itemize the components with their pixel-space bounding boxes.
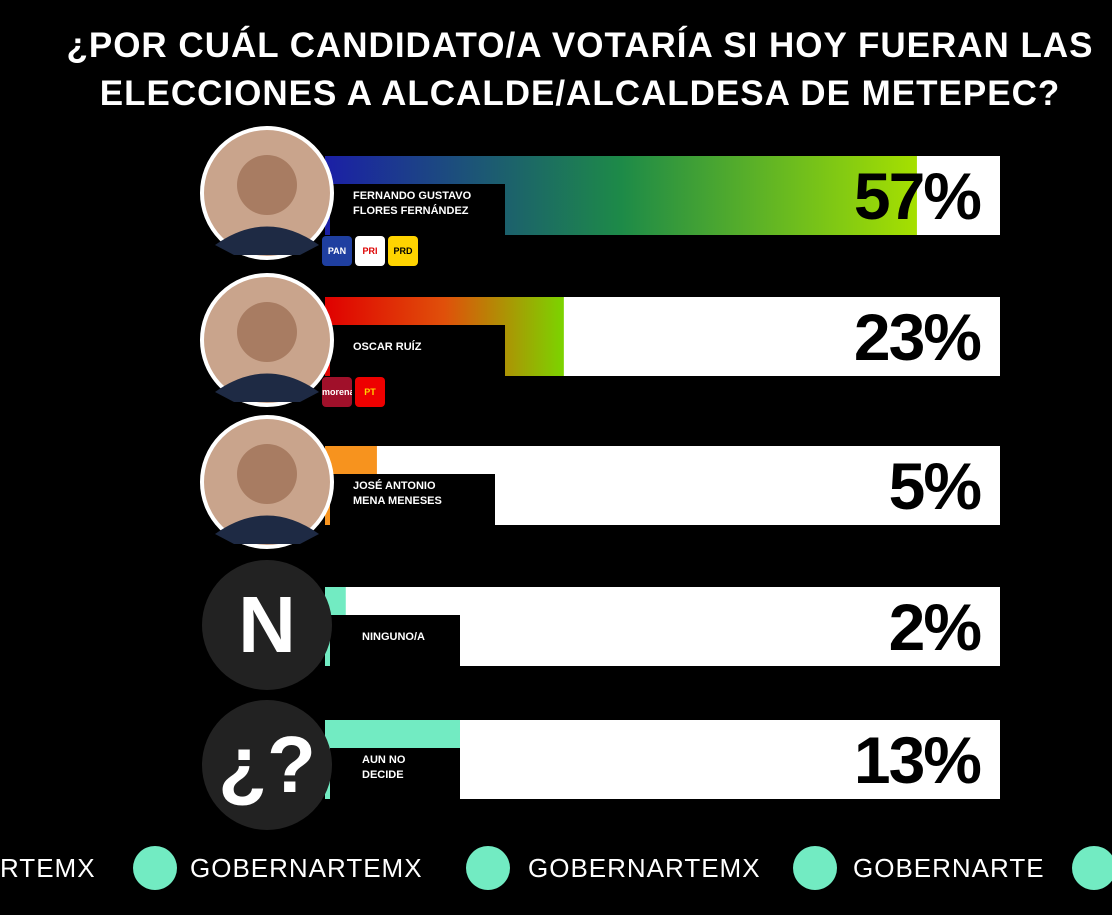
social-handle: GOBERNARTEMX bbox=[528, 853, 761, 883]
name-box bbox=[330, 325, 505, 376]
name-box bbox=[330, 748, 460, 800]
name-box bbox=[330, 615, 460, 667]
value-label: 23% bbox=[853, 299, 982, 374]
avatar bbox=[202, 700, 332, 830]
party-logo: PRI bbox=[355, 236, 385, 266]
candidate-name: OSCAR RUÍZ bbox=[353, 341, 422, 353]
social-handle: GOBERNARTE bbox=[853, 853, 1045, 883]
value-label: 57% bbox=[853, 158, 982, 233]
value-label: 2% bbox=[888, 589, 982, 664]
avatar-body bbox=[215, 373, 319, 402]
avatar-head bbox=[237, 302, 297, 362]
chart-title: ¿POR CUÁL CANDIDATO/A VOTARÍA SI HOY FUE… bbox=[66, 26, 1094, 113]
party-logo: PRD bbox=[388, 236, 418, 266]
badge-icon: ¿? bbox=[218, 720, 316, 809]
candidate-name: FERNANDO GUSTAVO FLORES FERNÁNDEZ bbox=[353, 190, 472, 217]
badge-icon: N bbox=[238, 580, 296, 669]
social-icon bbox=[793, 846, 837, 890]
avatar bbox=[202, 560, 332, 690]
social-icon bbox=[133, 846, 177, 890]
candidate-name: AUN NO DECIDE bbox=[362, 754, 406, 781]
social-handle: GOBERNARTEMX bbox=[190, 853, 423, 883]
avatar-head bbox=[237, 155, 297, 215]
candidate-name: NINGUNO/A bbox=[362, 631, 425, 643]
name-box bbox=[330, 184, 505, 235]
social-handle: RTEMX bbox=[0, 853, 96, 883]
party-logo: PAN bbox=[322, 236, 352, 266]
avatar-body bbox=[215, 515, 319, 544]
avatar-body bbox=[215, 226, 319, 255]
value-label: 13% bbox=[853, 722, 982, 797]
party-logo: morena bbox=[322, 377, 352, 407]
social-icon bbox=[1072, 846, 1112, 890]
value-label: 5% bbox=[888, 448, 982, 523]
avatar-head bbox=[237, 444, 297, 504]
party-logo: PT bbox=[355, 377, 385, 407]
name-box bbox=[330, 474, 495, 525]
social-icon bbox=[466, 846, 510, 890]
candidate-name: JOSÉ ANTONIO MENA MENESES bbox=[353, 480, 442, 507]
